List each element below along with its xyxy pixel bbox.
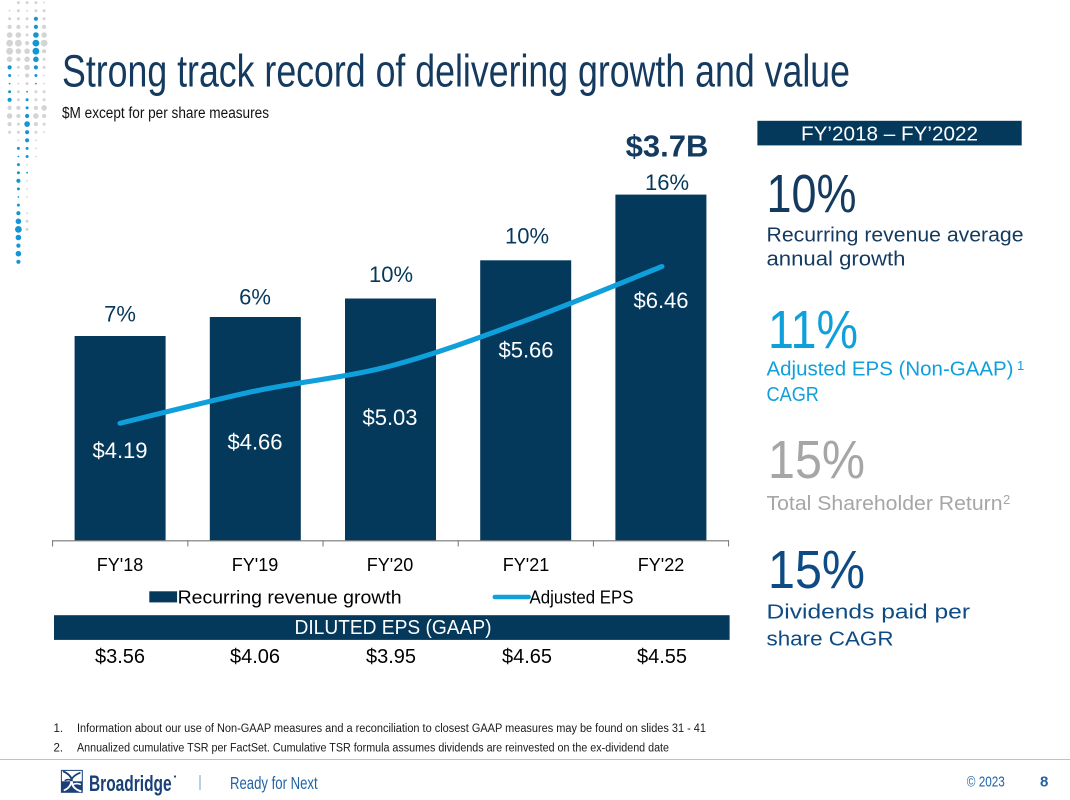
svg-text:FY'18: FY'18 [97, 555, 143, 575]
svg-text:$4.66: $4.66 [227, 430, 282, 455]
svg-text:Recurring revenue growth: Recurring revenue growth [178, 588, 402, 608]
svg-text:$3.7B: $3.7B [626, 129, 709, 164]
svg-text:6%: 6% [239, 285, 271, 310]
svg-text:Recurring revenue average: Recurring revenue average [767, 225, 1024, 247]
svg-text:annual growth: annual growth [767, 249, 906, 271]
svg-text:$4.65: $4.65 [502, 646, 552, 668]
svg-text:10%: 10% [369, 262, 413, 287]
svg-text:2: 2 [1003, 492, 1010, 507]
svg-text:FY'20: FY'20 [367, 555, 413, 575]
svg-text:$4.55: $4.55 [637, 646, 687, 668]
svg-text:Dividends paid per: Dividends paid per [767, 602, 971, 624]
svg-text:16%: 16% [645, 170, 689, 195]
svg-text:8: 8 [1040, 774, 1048, 791]
svg-text:$3.95: $3.95 [366, 646, 416, 668]
svg-text:FY'21: FY'21 [503, 555, 549, 575]
svg-text:Information about our use of N: Information about our use of Non-GAAP me… [77, 723, 706, 735]
svg-text:Annualized cumulative TSR per: Annualized cumulative TSR per FactSet. C… [77, 743, 669, 755]
svg-text:$6.46: $6.46 [633, 288, 688, 313]
svg-text:Total Shareholder Return: Total Shareholder Return [767, 493, 1003, 515]
svg-text:$M except for per share measur: $M except for per share measures [62, 105, 269, 122]
svg-text:Broadridge: Broadridge [89, 771, 172, 796]
svg-text:10%: 10% [767, 164, 857, 224]
svg-text:FY'19: FY'19 [232, 555, 278, 575]
svg-text:15%: 15% [768, 430, 865, 490]
svg-text:Adjusted EPS (Non-GAAP): Adjusted EPS (Non-GAAP) [767, 359, 1014, 381]
svg-text:$3.56: $3.56 [95, 646, 145, 668]
svg-text:Ready for Next: Ready for Next [230, 773, 318, 793]
svg-text:$4.19: $4.19 [92, 438, 147, 463]
svg-text:Strong track record of deliver: Strong track record of delivering growth… [62, 46, 850, 97]
svg-text:FY’2018 – FY’2022: FY’2018 – FY’2022 [801, 124, 978, 146]
svg-text:DILUTED EPS (GAAP): DILUTED EPS (GAAP) [295, 617, 492, 639]
svg-text:$5.03: $5.03 [362, 405, 417, 430]
svg-text:7%: 7% [104, 302, 136, 327]
svg-text:15%: 15% [768, 540, 865, 600]
svg-text:1.: 1. [54, 723, 64, 735]
svg-text:CAGR: CAGR [767, 384, 819, 406]
svg-text:10%: 10% [505, 224, 549, 249]
svg-text:© 2023: © 2023 [967, 774, 1005, 791]
svg-text:Adjusted EPS: Adjusted EPS [530, 588, 634, 608]
svg-text:$4.06: $4.06 [230, 646, 280, 668]
svg-text:FY'22: FY'22 [638, 555, 684, 575]
svg-text:$5.66: $5.66 [498, 338, 553, 363]
svg-text:1: 1 [1017, 358, 1024, 373]
svg-text:2.: 2. [54, 743, 64, 755]
svg-text:share CAGR: share CAGR [767, 629, 894, 651]
svg-text:11%: 11% [768, 300, 858, 360]
